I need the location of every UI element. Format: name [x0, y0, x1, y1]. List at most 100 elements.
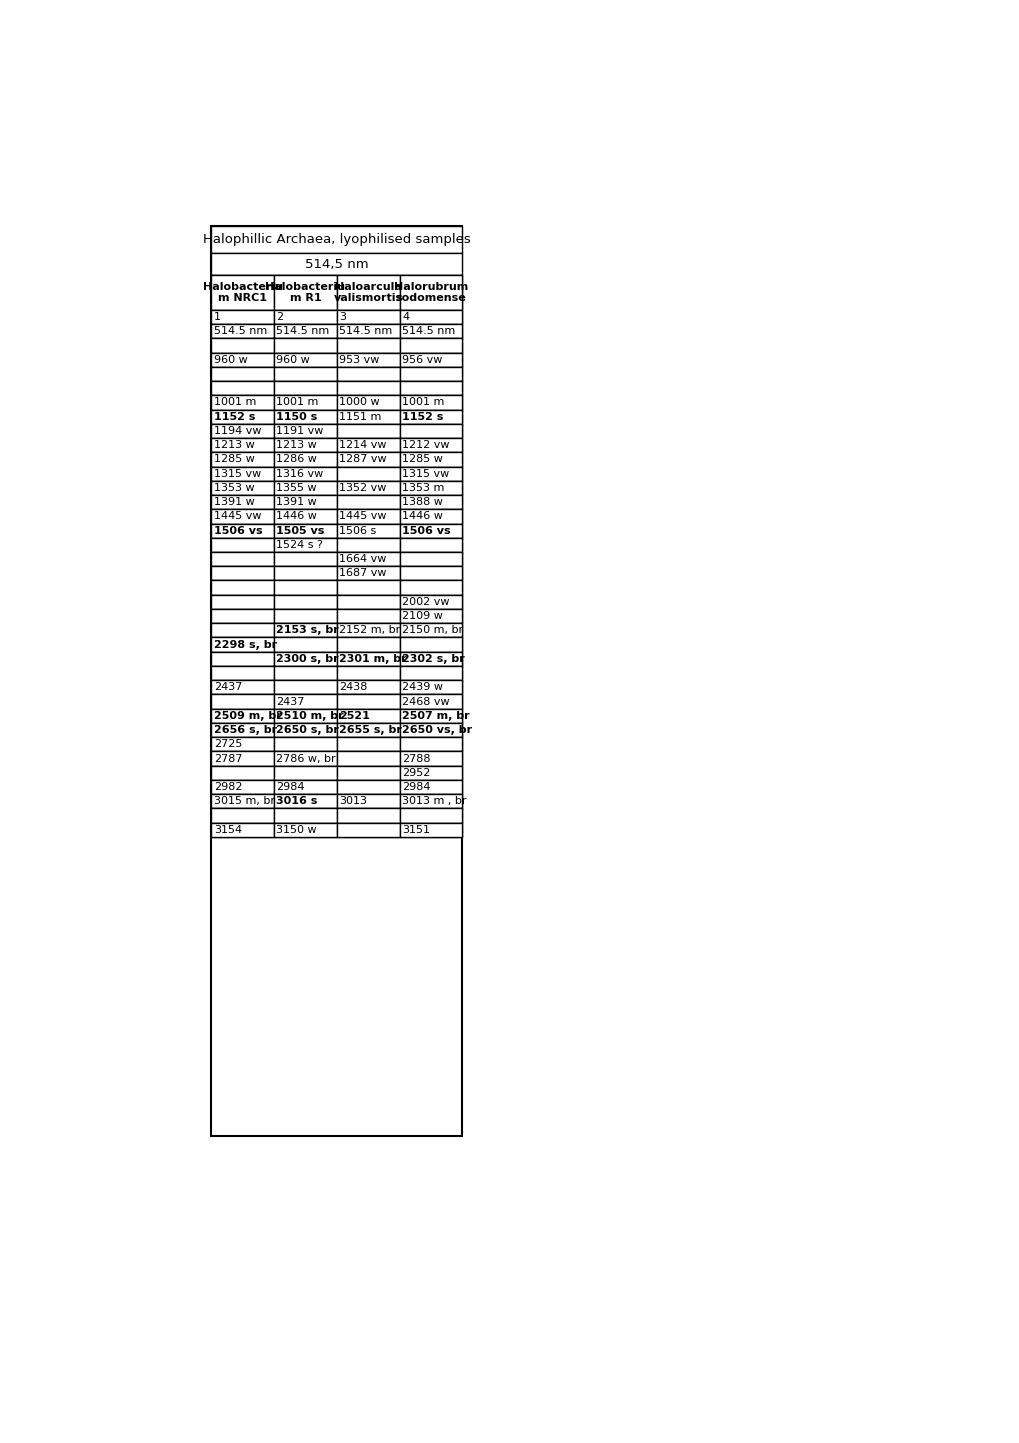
Bar [211, 381, 274, 395]
Bar [274, 623, 336, 638]
Text: 1001 m: 1001 m [401, 397, 444, 407]
Bar [399, 667, 462, 680]
Bar [211, 310, 274, 325]
Bar [211, 410, 462, 424]
Bar [274, 566, 336, 580]
Text: 1687 vw: 1687 vw [339, 569, 386, 579]
Bar [336, 466, 399, 481]
Bar [211, 766, 274, 779]
Bar [211, 338, 274, 352]
Bar [211, 395, 462, 410]
Bar [336, 580, 399, 595]
Text: 2655 s, br: 2655 s, br [339, 724, 401, 734]
Bar [211, 823, 462, 837]
Bar [399, 381, 462, 395]
Text: 1445 vw: 1445 vw [339, 511, 386, 521]
Text: 1524 s ?: 1524 s ? [276, 540, 323, 550]
Text: 3013 m , br: 3013 m , br [401, 797, 466, 807]
Bar [211, 553, 274, 566]
Bar [336, 808, 399, 823]
Bar [399, 779, 462, 794]
Text: 2152 m, br: 2152 m, br [339, 625, 400, 635]
Bar [336, 338, 399, 352]
Text: 3151: 3151 [401, 825, 430, 835]
Bar [211, 253, 462, 274]
Bar [336, 481, 399, 495]
Bar [399, 538, 462, 553]
Bar [274, 509, 336, 524]
Bar [399, 424, 462, 439]
Text: Haloarcula
valismortis: Haloarcula valismortis [333, 281, 403, 303]
Bar [211, 667, 274, 680]
Bar [211, 524, 462, 538]
Bar [399, 495, 462, 509]
Bar [211, 466, 462, 481]
Bar [336, 623, 399, 638]
Text: 1446 w: 1446 w [401, 511, 442, 521]
Bar [211, 424, 462, 439]
Bar [336, 694, 399, 709]
Bar [211, 509, 462, 524]
Text: 2650 s, br: 2650 s, br [276, 724, 339, 734]
Bar [211, 794, 462, 808]
Bar [274, 495, 336, 509]
Bar [211, 694, 462, 709]
Bar [274, 524, 336, 538]
Text: 4: 4 [401, 312, 409, 322]
Bar [336, 509, 399, 524]
Text: 3150 w: 3150 w [276, 825, 317, 835]
Bar [336, 667, 399, 680]
Bar [211, 395, 274, 410]
Text: 2982: 2982 [214, 782, 242, 792]
Text: 1191 vw: 1191 vw [276, 426, 324, 436]
Text: 3015 m, br: 3015 m, br [214, 797, 274, 807]
Text: 1353 m: 1353 m [401, 483, 444, 494]
Bar [211, 524, 274, 538]
Text: 960 w: 960 w [276, 355, 310, 365]
Text: Halophillic Archaea, lyophilised samples: Halophillic Archaea, lyophilised samples [203, 232, 470, 245]
Text: 2300 s, br: 2300 s, br [276, 654, 338, 664]
Text: 2656 s, br: 2656 s, br [214, 724, 276, 734]
Bar [211, 723, 462, 737]
Bar [336, 723, 399, 737]
Text: 3: 3 [339, 312, 345, 322]
Bar [399, 766, 462, 779]
Bar [211, 367, 462, 381]
Text: 1505 vs: 1505 vs [276, 525, 324, 535]
Bar [399, 823, 462, 837]
Bar [336, 794, 399, 808]
Bar [211, 737, 462, 752]
Text: 2437: 2437 [214, 683, 242, 693]
Bar [274, 274, 336, 310]
Bar [274, 553, 336, 566]
Bar [274, 766, 336, 779]
Text: 2507 m, br: 2507 m, br [401, 711, 469, 722]
Bar [336, 652, 399, 667]
Text: 2439 w: 2439 w [401, 683, 442, 693]
Bar [211, 667, 462, 680]
Bar [211, 274, 462, 310]
Text: 1152 s: 1152 s [401, 411, 443, 421]
Text: 2468 vw: 2468 vw [401, 697, 449, 707]
Text: 1001 m: 1001 m [276, 397, 319, 407]
Bar [336, 325, 399, 338]
Bar [211, 352, 274, 367]
Bar [211, 466, 274, 481]
Text: 3013: 3013 [339, 797, 367, 807]
Text: 2510 m, br: 2510 m, br [276, 711, 343, 722]
Bar [211, 623, 462, 638]
Text: 2437: 2437 [276, 697, 305, 707]
Text: 1286 w: 1286 w [276, 455, 317, 465]
Text: 2952: 2952 [401, 768, 430, 778]
Bar [336, 538, 399, 553]
Bar [274, 823, 336, 837]
Bar [336, 566, 399, 580]
Bar [211, 538, 274, 553]
Bar [336, 709, 399, 723]
Text: Halobacteriu
m R1: Halobacteriu m R1 [265, 281, 345, 303]
Bar [274, 439, 336, 452]
Text: 1316 vw: 1316 vw [276, 469, 323, 479]
Text: 2650 vs, br: 2650 vs, br [401, 724, 472, 734]
Text: 2298 s, br: 2298 s, br [214, 639, 276, 649]
Text: 2302 s, br: 2302 s, br [401, 654, 465, 664]
